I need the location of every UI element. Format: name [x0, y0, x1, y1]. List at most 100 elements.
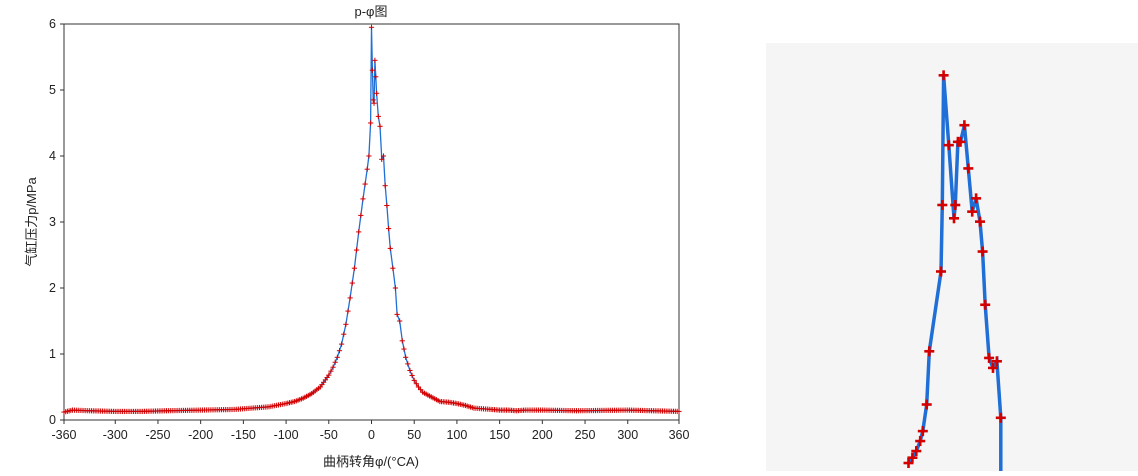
data-point-marker — [351, 265, 358, 271]
zoom-pressure-line — [907, 75, 1003, 476]
zoom-data-point-marker — [967, 206, 978, 217]
data-point-marker — [362, 181, 368, 187]
data-point-marker — [385, 226, 392, 232]
x-tick-label: 0 — [368, 428, 375, 442]
data-point-marker — [418, 387, 424, 393]
data-point-marker — [394, 311, 400, 317]
data-point-marker — [336, 348, 343, 354]
zoom-data-point-marker — [959, 120, 970, 131]
data-point-marker — [345, 308, 351, 314]
data-point-marker — [330, 364, 336, 370]
x-axis-ticks: -360 -300 -250 -200 -150 -100 -50 0 50 100 150 200 2… — [51, 420, 689, 442]
zoom-data-point-marker — [915, 436, 926, 447]
data-point-marker — [392, 285, 399, 291]
data-point-marker — [413, 381, 419, 387]
data-point-marker — [343, 321, 349, 327]
data-point-marker — [364, 166, 370, 172]
zoom-detail-panel — [766, 43, 1138, 476]
zoom-data-point-marker — [988, 362, 998, 373]
zoom-data-point-marker — [921, 399, 932, 410]
x-tick-label: 100 — [446, 428, 467, 442]
pressure-line — [63, 27, 680, 413]
p-phi-chart: p-φ图 0 1 2 3 4 5 6 -360 -300 -250 -200 -150 -100 -50… — [24, 4, 689, 469]
zoom-data-point-marker — [907, 452, 918, 463]
y-tick-label: 6 — [49, 17, 56, 31]
data-point-marker — [326, 372, 332, 378]
zoom-data-point-marker — [911, 446, 922, 457]
data-point-marker — [374, 90, 380, 96]
data-point-marker — [347, 295, 353, 301]
x-tick-label: 360 — [669, 428, 690, 442]
data-point-marker — [341, 331, 347, 337]
zoom-data-point-marker — [950, 200, 961, 210]
data-point-marker — [358, 212, 364, 218]
data-point-marker — [349, 280, 355, 286]
data-point-marker — [411, 377, 417, 383]
zoom-data-point-marker — [949, 213, 959, 224]
y-tick-label: 1 — [49, 347, 56, 361]
x-tick-label: -360 — [51, 428, 76, 442]
zoom-data-point-marker — [991, 356, 1002, 367]
data-point-marker — [397, 318, 403, 324]
data-point-marker — [390, 265, 396, 271]
x-tick-label: -250 — [145, 428, 170, 442]
x-tick-label: 50 — [407, 428, 421, 442]
y-axis-ticks: 0 1 2 3 4 5 6 — [49, 17, 64, 427]
data-point-marker — [405, 361, 411, 367]
data-point-marker — [360, 196, 366, 202]
zoom-data-point-marker — [937, 200, 948, 210]
data-point-marker — [332, 359, 338, 365]
data-point-marker — [415, 384, 422, 390]
zoom-data-point-marker — [980, 299, 991, 310]
x-tick-label: 250 — [575, 428, 596, 442]
data-point-marker — [399, 338, 405, 344]
zoom-data-point-marker — [963, 163, 974, 174]
x-tick-label: -100 — [274, 428, 299, 442]
data-point-marker — [356, 229, 362, 235]
data-point-marker — [366, 153, 372, 159]
y-tick-label: 5 — [49, 83, 56, 97]
y-axis-label: 气缸压力p/MPa — [24, 176, 39, 266]
data-point-marker — [377, 123, 383, 129]
zoom-data-point-marker — [903, 458, 914, 469]
data-point-marker — [339, 341, 345, 347]
x-tick-label: -300 — [103, 428, 128, 442]
zoom-data-point-marker — [971, 193, 982, 204]
zoom-data-point-marker — [995, 412, 1006, 423]
data-point-marker — [353, 247, 360, 253]
data-point-marker — [368, 120, 374, 126]
x-tick-label: -50 — [320, 428, 338, 442]
zoom-data-point-marker — [943, 140, 954, 151]
y-tick-label: 4 — [49, 149, 56, 163]
data-point-marker — [369, 67, 375, 73]
x-tick-label: -200 — [188, 428, 213, 442]
zoom-pressure-series — [903, 70, 1006, 476]
zoom-data-point-marker — [977, 246, 988, 257]
x-tick-label: 200 — [532, 428, 553, 442]
y-tick-label: 3 — [49, 215, 56, 229]
zoom-data-point-marker — [938, 70, 949, 81]
data-point-marker — [382, 183, 388, 189]
zoom-data-point-marker — [924, 346, 935, 357]
data-point-marker — [379, 156, 385, 162]
zoom-data-point-marker — [984, 352, 995, 363]
y-tick-label: 0 — [49, 413, 56, 427]
x-tick-label: 150 — [489, 428, 510, 442]
zoom-data-point-marker — [917, 426, 928, 437]
data-point-marker — [676, 408, 682, 415]
data-point-marker — [409, 372, 415, 379]
data-point-marker — [384, 202, 390, 209]
y-tick-label: 2 — [49, 281, 56, 295]
x-tick-label: -150 — [231, 428, 256, 442]
data-point-marker — [370, 97, 376, 103]
x-tick-label: 300 — [617, 428, 638, 442]
data-point-marker — [401, 346, 407, 352]
data-point-marker — [368, 24, 375, 30]
data-point-marker — [387, 245, 393, 251]
x-axis-label: 曲柄转角φ/(°CA) — [323, 454, 419, 469]
zoom-data-point-marker — [955, 136, 966, 147]
chart-title: p-φ图 — [355, 4, 388, 19]
data-point-marker — [334, 354, 340, 360]
pressure-series — [61, 24, 682, 415]
data-point-marker — [403, 354, 409, 360]
